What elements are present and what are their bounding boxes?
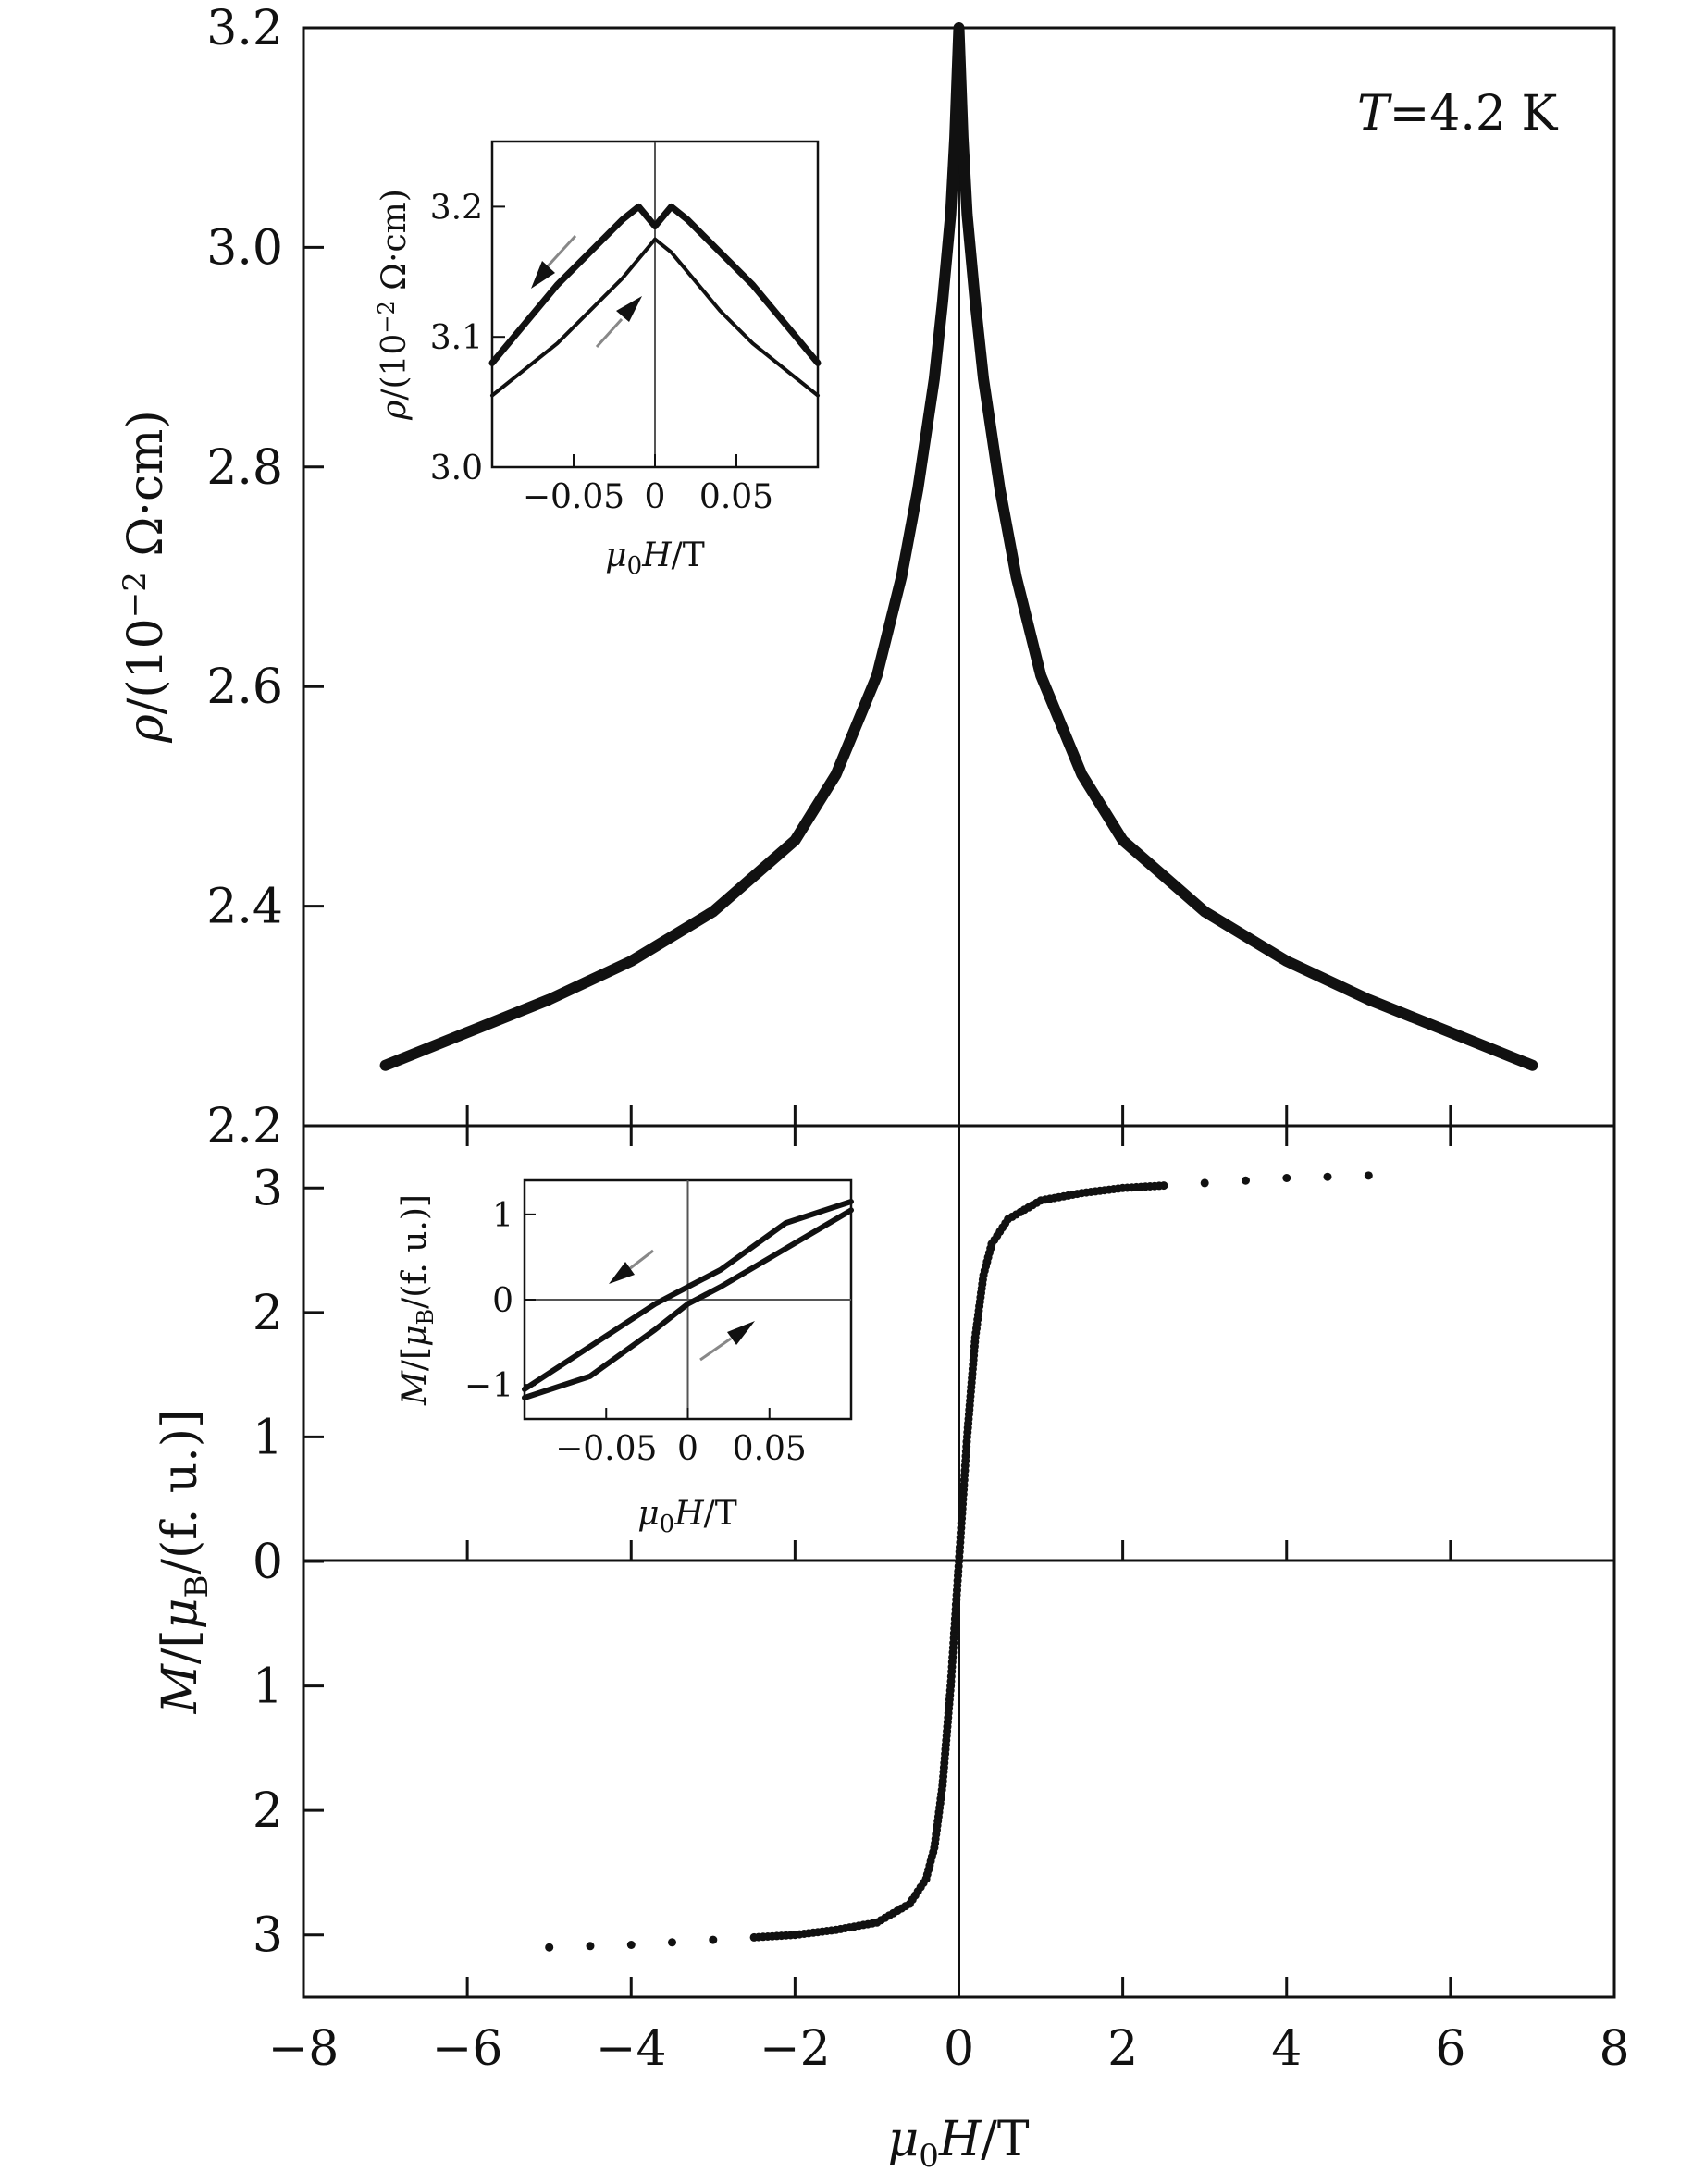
arrow-increasing-icon [699, 1321, 755, 1362]
magnetization-inset-y-tick-label: 0 [492, 1282, 513, 1320]
magnetization-y-tick-label: 0 [253, 1535, 283, 1590]
arrow-decreasing-icon [531, 234, 577, 289]
magnetization-y-axis-title: M/[μB/(f. u.)] [153, 1410, 216, 1715]
resistivity-inset-y-tick-label: 3.1 [430, 319, 483, 357]
magnetization-y-tick-label: 3 [253, 1908, 283, 1964]
magnetization-point [1242, 1176, 1250, 1185]
magnetization-inset-x-tick-label: 0 [677, 1430, 698, 1468]
magnetization-inset-curve-decreasing [522, 1199, 854, 1392]
magnetization-point [1200, 1178, 1209, 1188]
resistivity-y-tick-label: 2.8 [206, 440, 283, 496]
resistivity-y-ticks [303, 26, 324, 1128]
x-tick-label: −8 [268, 2021, 340, 2077]
magnetization-inset-x-tick-label: 0.05 [733, 1430, 807, 1468]
magnetization-y-tick-labels: 3 2 1 0 1 2 3 [253, 1161, 283, 1963]
magnetization-point [1364, 1171, 1373, 1180]
magnetization-y-tick-label: 1 [253, 1660, 283, 1715]
magnetization-data-points [545, 1171, 1373, 1952]
resistivity-inset-curve-increasing [490, 237, 820, 398]
magnetization-y-tick-label: 2 [253, 1286, 283, 1341]
resistivity-x-ticks [465, 1105, 1452, 1126]
magnetization-inset: −0.05 0 0.05 1 0 −1 μ0H/T M/[μB/(f. u.)] [396, 1178, 854, 1538]
resistivity-y-axis-title: ρ/(10−2 Ω·cm) [117, 410, 174, 744]
resistivity-inset-x-tick-label: 0.05 [699, 478, 773, 516]
x-axis-title: μ0H/T [888, 2112, 1030, 2175]
magnetization-y-tick-label: 1 [253, 1410, 283, 1465]
x-tick-label: 4 [1271, 2021, 1302, 2077]
magnetization-inset-y-axis-title: M/[μB/(f. u.)] [396, 1194, 439, 1406]
x-tick-label: −6 [432, 2021, 503, 2077]
resistivity-curve [379, 22, 1538, 1071]
magnetization-inset-y-tick-label: 1 [492, 1197, 513, 1235]
magnetization-inset-ticks: −0.05 0 0.05 1 0 −1 [464, 1197, 807, 1468]
resistivity-inset-y-axis-title: ρ/(10−2 Ω·cm) [374, 189, 414, 421]
magnetization-point [545, 1943, 554, 1952]
magnetization-point [709, 1935, 718, 1944]
magnetization-panel: 3 2 1 0 1 2 3 M/[μB/(f. u.)] −0.05 0 0.05 1 0 −1 μ0… [153, 1124, 1616, 1999]
x-tick-label: 8 [1599, 2021, 1629, 2077]
resistivity-inset-ticks: −0.05 0 0.05 3.0 3.1 3.2 [430, 189, 773, 516]
x-tick-label: −2 [760, 2021, 831, 2077]
magnetization-x-ticks [465, 1126, 1452, 1997]
resistivity-panel: 2.2 2.4 2.6 2.8 3.0 3.2 T=4.2 K ρ/(10−2 Ω·cm)… [117, 1, 1616, 1154]
temperature-annotation: T=4.2 K [1357, 86, 1558, 142]
magnetization-point [586, 1942, 595, 1951]
magnetization-point [626, 1941, 636, 1949]
resistivity-inset: −0.05 0 0.05 3.0 3.1 3.2 μ0H/T ρ/(10−2 Ω·cm) [374, 140, 822, 580]
magnetization-inset-x-tick-label: −0.05 [555, 1430, 657, 1468]
resistivity-y-tick-labels: 2.2 2.4 2.6 2.8 3.0 3.2 [206, 1, 283, 1154]
x-tick-label: −4 [596, 2021, 667, 2077]
resistivity-inset-y-tick-label: 3.0 [430, 450, 483, 487]
resistivity-y-tick-label: 3.0 [206, 220, 283, 276]
resistivity-inset-x-axis-title: μ0H/T [605, 537, 705, 580]
resistivity-y-tick-label: 2.4 [206, 880, 283, 935]
magnetization-point [1323, 1172, 1332, 1181]
magnetization-inset-curve-increasing [522, 1207, 854, 1400]
x-axis-tick-labels: −8 −6 −4 −2 0 2 4 6 8 [268, 2021, 1630, 2077]
magnetization-point [668, 1938, 676, 1947]
magnetization-point [1159, 1181, 1168, 1191]
resistivity-inset-x-tick-label: 0 [645, 478, 666, 516]
magnetization-point [1282, 1174, 1291, 1182]
magnetization-y-tick-label: 3 [253, 1161, 283, 1216]
resistivity-y-tick-label: 3.2 [206, 1, 283, 56]
resistivity-y-tick-label: 2.2 [206, 1099, 283, 1154]
arrow-increasing-icon [595, 296, 642, 349]
magnetization-y-ticks [303, 1186, 324, 1937]
x-tick-label: 0 [944, 2021, 974, 2077]
magnetization-inset-y-tick-label: −1 [464, 1367, 513, 1405]
resistivity-inset-y-tick-label: 3.2 [430, 189, 483, 227]
magnetization-y-tick-label: 2 [253, 1783, 283, 1839]
x-tick-label: 6 [1435, 2021, 1465, 2077]
resistivity-y-tick-label: 2.6 [206, 660, 283, 715]
resistivity-inset-x-tick-label: −0.05 [523, 478, 624, 516]
magnetization-inset-x-axis-title: μ0H/T [637, 1495, 737, 1538]
x-tick-label: 2 [1107, 2021, 1138, 2077]
arrow-decreasing-icon [609, 1249, 654, 1284]
resistivity-inset-curve-decreasing [488, 203, 822, 366]
